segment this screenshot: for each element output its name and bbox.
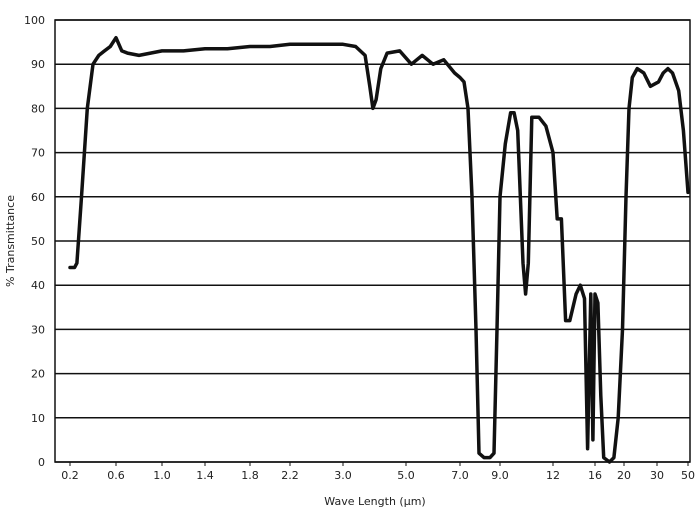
y-axis-ticks: 0 10 20 30 40 50 60 70 80 90 100 bbox=[24, 14, 45, 469]
x-tick-label: 7.0 bbox=[451, 469, 469, 482]
plot-frame bbox=[54, 19, 691, 463]
x-tick-label: 16 bbox=[588, 469, 602, 482]
x-tick-label: 1.8 bbox=[241, 469, 259, 482]
x-tick-label: 20 bbox=[617, 469, 631, 482]
x-tick-label: 5.0 bbox=[397, 469, 415, 482]
x-axis-label: Wave Length (μm) bbox=[324, 495, 425, 508]
y-tick-label: 0 bbox=[38, 456, 45, 469]
x-tick-label: 30 bbox=[650, 469, 664, 482]
x-tick-label: 0.6 bbox=[107, 469, 125, 482]
y-axis-label: % Transmittance bbox=[4, 195, 17, 287]
x-tick-label: 1.4 bbox=[196, 469, 214, 482]
x-tick-label: 2.2 bbox=[281, 469, 299, 482]
transmittance-curve bbox=[68, 35, 690, 464]
y-tick-label: 100 bbox=[24, 14, 45, 27]
y-tick-label: 30 bbox=[31, 323, 45, 336]
y-tick-label: 20 bbox=[31, 368, 45, 381]
y-tick-label: 40 bbox=[31, 279, 45, 292]
x-tick-label: 0.2 bbox=[61, 469, 79, 482]
y-tick-label: 80 bbox=[31, 102, 45, 115]
x-tick-label: 50 bbox=[681, 469, 695, 482]
y-tick-label: 10 bbox=[31, 412, 45, 425]
x-tick-label: 1.0 bbox=[153, 469, 171, 482]
x-tick-label: 9.0 bbox=[491, 469, 509, 482]
x-tick-label: 12 bbox=[546, 469, 560, 482]
x-axis-ticks: 0.2 0.6 1.0 1.4 1.8 2.2 3.0 5.0 7.0 9.0 12 16 20 30 50 bbox=[61, 462, 695, 482]
y-tick-label: 60 bbox=[31, 191, 45, 204]
y-tick-label: 90 bbox=[31, 58, 45, 71]
y-tick-label: 50 bbox=[31, 235, 45, 248]
x-tick-label: 3.0 bbox=[334, 469, 352, 482]
y-tick-label: 70 bbox=[31, 147, 45, 160]
